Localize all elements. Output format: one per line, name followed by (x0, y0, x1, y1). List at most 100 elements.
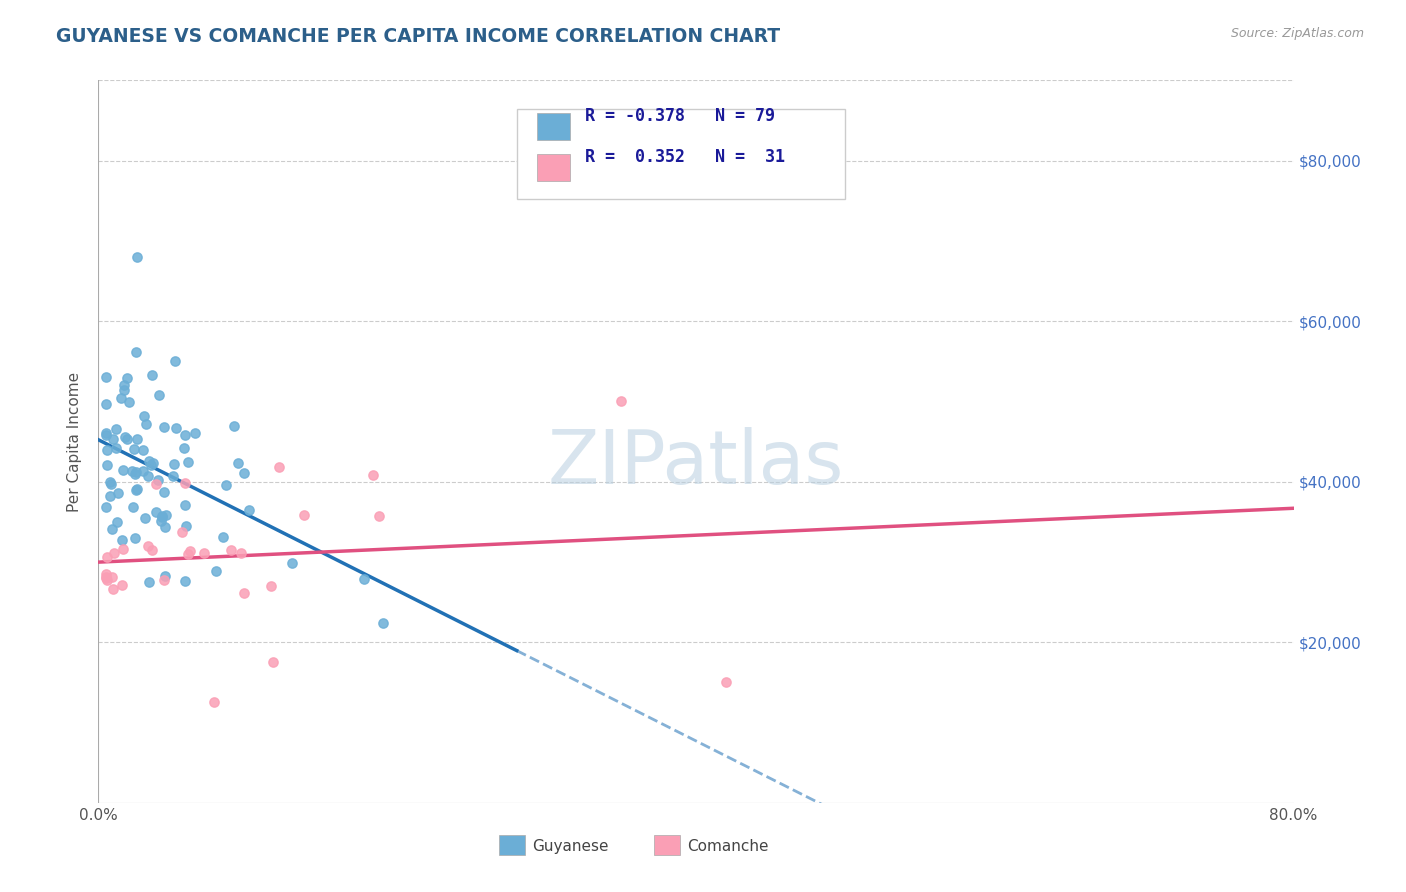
Point (134, 510, 156, 524)
Point (111, 542, 134, 557)
Point (127, 432, 149, 446)
Point (262, 655, 284, 669)
Point (121, 500, 143, 514)
Bar (537, 112, 571, 140)
Text: R =  0.352   N =  31: R = 0.352 N = 31 (585, 148, 785, 166)
Point (94, 370, 117, 384)
Point (361, 467, 384, 482)
Point (131, 464, 153, 478)
Point (105, 516, 128, 530)
Point (142, 456, 165, 470)
Point (111, 533, 134, 547)
Point (112, 383, 135, 397)
Point (114, 430, 136, 444)
Point (368, 508, 391, 523)
Point (96, 573, 118, 587)
Point (141, 368, 163, 382)
Point (162, 469, 184, 483)
Point (111, 578, 134, 592)
Point (134, 409, 156, 423)
Point (153, 485, 176, 500)
Text: Source: ZipAtlas.com: Source: ZipAtlas.com (1230, 27, 1364, 40)
Point (145, 476, 167, 491)
Point (163, 457, 186, 471)
Point (121, 464, 143, 478)
Text: R = -0.378   N = 79: R = -0.378 N = 79 (585, 107, 775, 126)
Point (110, 391, 132, 405)
Point (138, 454, 160, 468)
Point (104, 441, 127, 455)
Point (96, 458, 118, 473)
Point (292, 508, 315, 522)
Point (100, 476, 122, 491)
Y-axis label: Per Capita Income: Per Capita Income (67, 371, 83, 512)
Bar (537, 154, 571, 181)
Point (125, 483, 148, 498)
Point (165, 353, 187, 368)
Point (124, 442, 146, 457)
Point (153, 569, 176, 583)
Point (211, 530, 233, 544)
Point (94, 500, 117, 515)
Text: ZIPatlas: ZIPatlas (548, 426, 844, 500)
Point (222, 419, 245, 434)
Point (101, 523, 124, 537)
Point (94, 570, 117, 584)
Point (173, 441, 195, 455)
Point (136, 469, 159, 483)
Point (101, 582, 124, 597)
Point (281, 556, 304, 570)
Point (231, 546, 253, 560)
Point (115, 371, 138, 385)
Point (94, 566, 117, 581)
Bar (654, 835, 681, 855)
Point (135, 417, 157, 431)
Point (107, 486, 129, 500)
Point (96, 550, 118, 565)
Point (238, 503, 260, 517)
Point (94, 396, 117, 410)
Point (153, 573, 176, 587)
Point (202, 695, 225, 709)
Point (136, 539, 159, 553)
Point (150, 509, 173, 524)
Text: Comanche: Comanche (688, 838, 769, 854)
Point (174, 498, 197, 512)
Point (145, 505, 167, 519)
Point (149, 514, 172, 528)
Text: GUYANESE VS COMANCHE PER CAPITA INCOME CORRELATION CHART: GUYANESE VS COMANCHE PER CAPITA INCOME C… (56, 27, 780, 45)
FancyBboxPatch shape (517, 109, 845, 200)
Point (101, 570, 124, 584)
Point (104, 422, 127, 436)
Point (146, 474, 169, 488)
Point (124, 531, 146, 545)
Point (94, 571, 117, 585)
Point (714, 675, 737, 690)
Point (125, 345, 148, 359)
Text: Guyanese: Guyanese (533, 838, 609, 854)
Point (112, 378, 135, 392)
Point (165, 421, 187, 435)
Point (125, 465, 148, 479)
Point (98, 489, 121, 503)
Point (141, 458, 163, 473)
Point (155, 508, 177, 522)
Point (138, 575, 160, 590)
Point (173, 428, 195, 442)
Point (94, 426, 117, 441)
Point (115, 432, 138, 446)
Point (267, 459, 290, 474)
Point (103, 546, 125, 560)
Point (215, 478, 238, 492)
Point (96, 443, 118, 458)
Point (148, 388, 170, 402)
Point (132, 442, 155, 457)
Point (98, 475, 121, 490)
Bar (499, 835, 524, 855)
Point (193, 546, 215, 560)
Point (174, 519, 197, 533)
Point (124, 467, 146, 481)
Point (172, 524, 194, 539)
Point (177, 455, 200, 469)
Point (94, 428, 117, 442)
